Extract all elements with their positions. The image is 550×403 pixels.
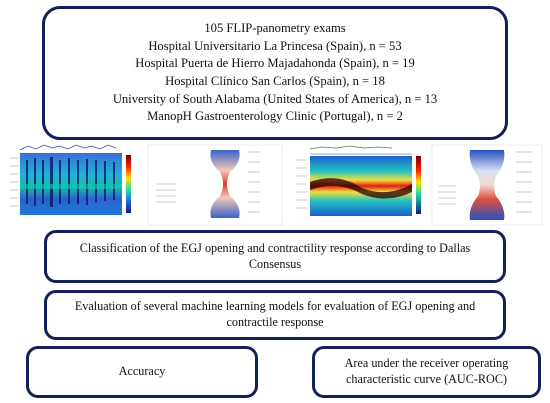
flip-panometry-image-right	[292, 142, 544, 226]
accuracy-outcome-text: Accuracy	[118, 364, 166, 379]
cohort-total: 105 FLIP-panometry exams	[204, 21, 346, 36]
cohort-site-south-alabama: University of South Alabama (United Stat…	[112, 91, 438, 106]
cohort-site-puerta-de-hierro: Hospital Puerta de Hierro Majadahonda (S…	[135, 56, 415, 71]
cohort-box: 105 FLIP-panometry exams Hospital Univer…	[42, 6, 508, 140]
evaluation-step-box: Evaluation of several machine learning m…	[44, 290, 506, 340]
evaluation-step-text: Evaluation of several machine learning m…	[74, 299, 476, 329]
accuracy-outcome-box: Accuracy	[26, 346, 258, 398]
flip-panometry-image-left	[8, 142, 283, 226]
auc-outcome-box: Area under the receiver operating charac…	[312, 346, 541, 398]
classification-step-box: Classification of the EGJ opening and co…	[44, 230, 506, 283]
cohort-site-manoph: ManopH Gastroenterology Clinic (Portugal…	[147, 109, 403, 124]
cohort-site-princesa: Hospital Universitario La Princesa (Spai…	[148, 38, 402, 53]
cohort-site-clinico-san-carlos: Hospital Clínico San Carlos (Spain), n =…	[165, 74, 385, 88]
classification-step-text: Classification of the EGJ opening and co…	[79, 240, 471, 271]
auc-outcome-text: Area under the receiver operating charac…	[344, 356, 509, 386]
